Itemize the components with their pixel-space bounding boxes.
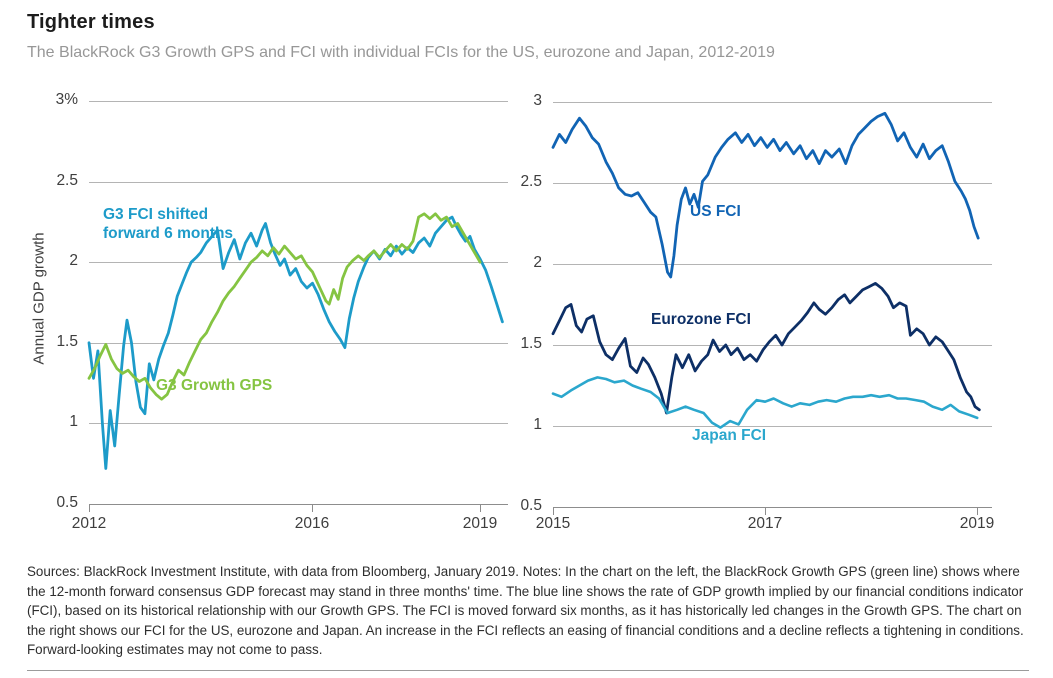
left-tick-2012: [89, 504, 90, 512]
right-gridline-2: [553, 264, 992, 265]
japan-fci-line: [551, 376, 979, 429]
right-plot-area: [551, 111, 981, 429]
left-ytick-2-5: 2.5: [56, 172, 78, 189]
page-title: Tighter times: [27, 11, 155, 33]
left-gridline-2: [89, 262, 508, 263]
right-tick-2017: [765, 507, 766, 515]
eurozone-fci-label: Eurozone FCI: [651, 311, 751, 328]
left-ytick-2: 2: [69, 252, 78, 269]
right-xtick-2019: 2019: [959, 515, 995, 532]
us-fci-label: US FCI: [690, 203, 741, 220]
left-ytick-0-5: 0.5: [56, 494, 78, 511]
left-xtick-2019: 2019: [462, 515, 498, 532]
right-ytick-1: 1: [533, 416, 542, 433]
g3-growth-gps-label: G3 Growth GPS: [156, 377, 273, 394]
right-gridline-3: [553, 102, 992, 103]
right-gridline-1: [553, 426, 992, 427]
right-tick-2015: [553, 507, 554, 515]
left-gridline-1: [89, 423, 508, 424]
left-plot-area: [87, 212, 504, 470]
left-tick-2019: [480, 504, 481, 512]
right-gridline-2-5: [553, 183, 992, 184]
g3-fci-line: [87, 215, 504, 470]
right-ytick-1-5: 1.5: [520, 335, 542, 352]
left-ytick-3: 3%: [55, 91, 78, 108]
left-gridline-1-5: [89, 343, 508, 344]
right-ytick-3: 3: [533, 92, 542, 109]
left-tick-2016: [312, 504, 313, 512]
eurozone-fci-line: [551, 281, 981, 415]
left-x-axis: [89, 504, 508, 505]
g3-growth-gps-line: [87, 212, 482, 401]
left-gridline-3: [89, 101, 508, 102]
left-y-axis-title: Annual GDP growth: [30, 232, 48, 365]
right-ytick-2-5: 2.5: [520, 173, 542, 190]
right-ytick-0-5: 0.5: [520, 497, 542, 514]
left-xtick-2016: 2016: [294, 515, 330, 532]
source-note: Sources: BlackRock Investment Institute,…: [27, 564, 1024, 658]
right-tick-2019: [977, 507, 978, 515]
page-subtitle: The BlackRock G3 Growth GPS and FCI with…: [27, 44, 775, 61]
right-x-axis: [553, 507, 992, 508]
right-gridline-1-5: [553, 345, 992, 346]
us-fci-line: [551, 111, 980, 279]
g3-fci-label: G3 FCI shifted forward 6 months: [103, 206, 234, 242]
japan-fci-label: Japan FCI: [692, 427, 767, 444]
left-xtick-2012: 2012: [71, 515, 107, 532]
left-ytick-1-5: 1.5: [56, 333, 78, 350]
left-gridline-2-5: [89, 182, 508, 183]
bottom-divider: [27, 670, 1029, 671]
left-ytick-1: 1: [69, 413, 78, 430]
right-xtick-2017: 2017: [747, 515, 783, 532]
right-xtick-2015: 2015: [535, 515, 571, 532]
right-ytick-2: 2: [533, 254, 542, 271]
